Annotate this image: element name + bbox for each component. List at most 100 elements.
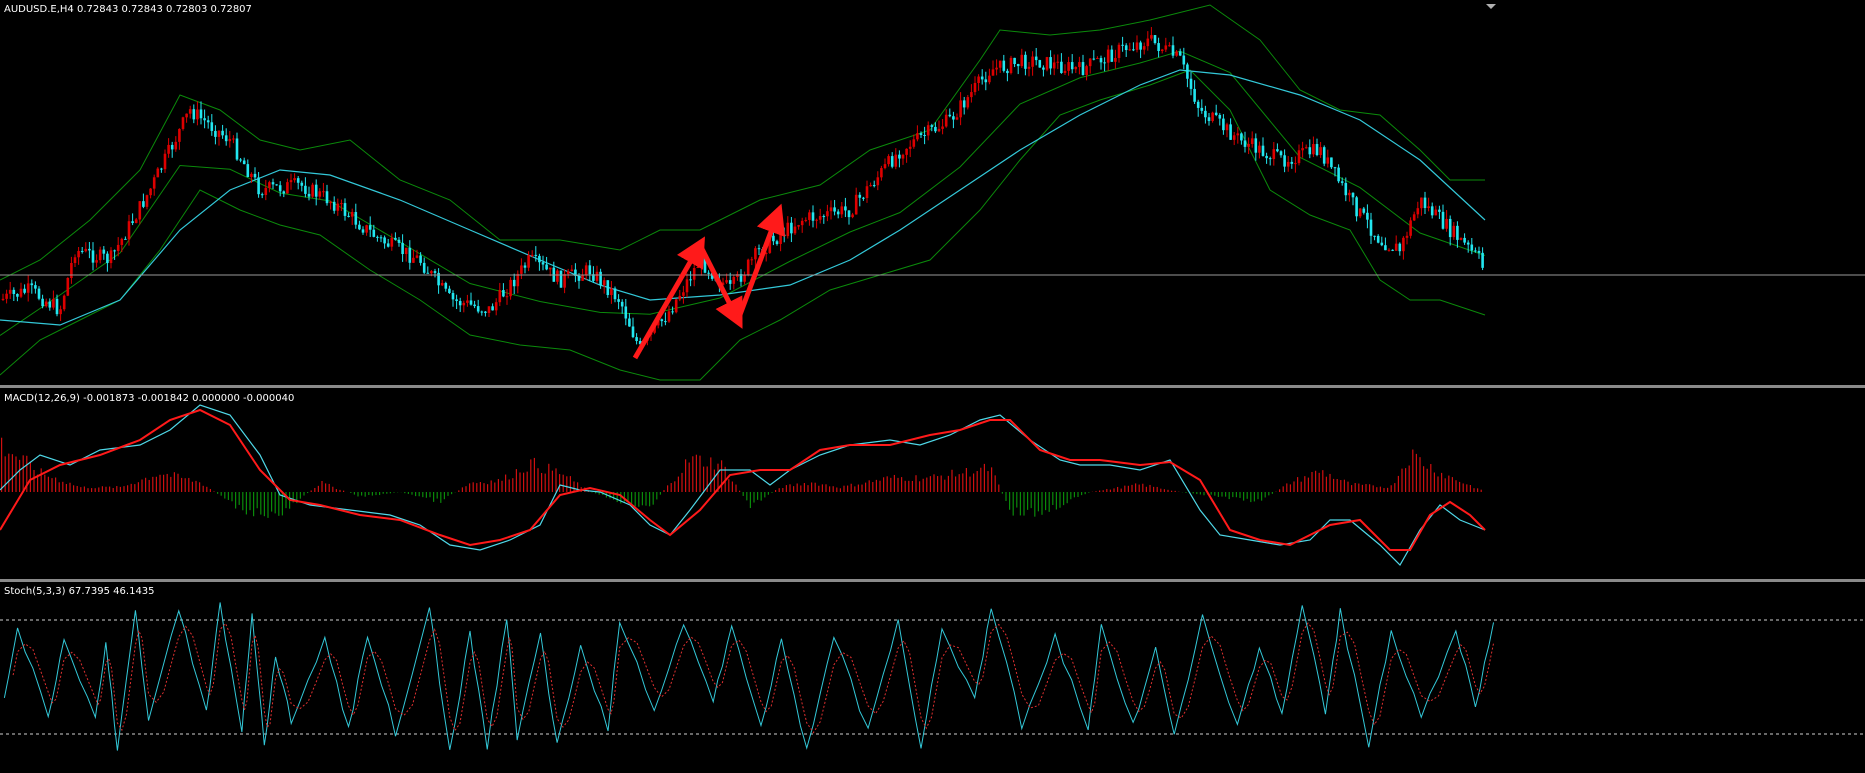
candle-body <box>1038 60 1042 68</box>
macd-signal-line <box>0 408 1486 551</box>
candle <box>386 238 390 248</box>
histogram-bar <box>26 455 28 492</box>
candle <box>455 294 458 310</box>
candle-body <box>1294 163 1297 165</box>
candle-body <box>1009 57 1013 74</box>
histogram-bar <box>76 485 78 492</box>
histogram-bar <box>109 486 111 492</box>
histogram-bar <box>1001 492 1003 494</box>
candle <box>1135 35 1139 53</box>
candle-body <box>862 197 865 199</box>
candle <box>268 180 271 193</box>
candle-body <box>433 271 437 273</box>
candle-body <box>214 130 217 137</box>
histogram-bar <box>285 492 287 509</box>
candle-body <box>602 280 606 286</box>
candle <box>1430 202 1434 219</box>
candle <box>1186 62 1189 88</box>
candlesticks[interactable] <box>1 27 1484 347</box>
candle-body <box>638 341 642 345</box>
candle <box>1157 37 1160 58</box>
candle-body <box>905 148 908 155</box>
candle <box>1344 177 1348 202</box>
histogram-bar <box>1365 484 1367 492</box>
histogram-bar <box>267 492 269 518</box>
candle <box>1193 80 1196 105</box>
candle-body <box>1456 225 1459 240</box>
histogram-bar <box>796 483 798 492</box>
histogram-bar <box>1455 480 1457 492</box>
candle-body <box>887 156 890 165</box>
candle-body <box>1204 110 1207 118</box>
candle <box>412 249 415 263</box>
histogram-bar <box>847 485 849 492</box>
candle <box>426 266 430 274</box>
candle-body <box>278 185 282 192</box>
candle-body <box>314 184 318 197</box>
candle-body <box>1060 61 1063 73</box>
candle-body <box>689 279 692 281</box>
candle <box>1056 54 1060 70</box>
histogram-bar <box>1235 492 1237 498</box>
candle <box>1272 141 1276 166</box>
candle-body <box>178 128 181 142</box>
candle-body <box>696 266 700 269</box>
candle <box>1049 50 1052 75</box>
candle <box>178 128 181 150</box>
candle-body <box>505 296 509 298</box>
candle <box>73 254 77 267</box>
candle-body <box>840 206 844 215</box>
zigzag-arrow-annotation[interactable] <box>632 203 786 360</box>
price-pane[interactable]: AUDUSD.E,H4 0.72843 0.72843 0.72803 0.72… <box>0 0 1865 385</box>
candle <box>1434 205 1438 216</box>
histogram-bar <box>91 488 93 492</box>
histogram-bar <box>976 470 978 492</box>
candle-body <box>1013 57 1016 65</box>
candle-body <box>948 114 952 117</box>
candle <box>95 254 98 268</box>
candle-body <box>1384 245 1387 251</box>
candle-body <box>919 133 923 136</box>
histogram-bar <box>746 492 748 501</box>
histogram-bar <box>274 492 276 514</box>
candle-body <box>559 270 563 288</box>
candle-body <box>88 248 91 251</box>
candle <box>1096 56 1099 60</box>
candle-body <box>376 236 379 238</box>
histogram-bar <box>206 486 208 492</box>
histogram-bar <box>875 479 877 492</box>
candle-body <box>833 207 836 212</box>
candle-body <box>1366 212 1369 220</box>
triangle-down-icon[interactable] <box>1486 4 1496 9</box>
histogram-bar <box>238 492 240 505</box>
histogram-bar <box>371 492 373 496</box>
candle <box>1016 63 1020 75</box>
candle <box>1265 152 1268 164</box>
histogram-bar <box>1153 486 1155 492</box>
candle-body <box>365 225 368 233</box>
candle <box>332 196 336 214</box>
histogram-bar <box>598 492 600 495</box>
stochastic-pane[interactable]: Stoch(5,3,3) 67.7395 46.1435 <box>0 586 1865 751</box>
candle-body <box>422 262 426 273</box>
histogram-bar <box>677 476 679 492</box>
candle <box>995 59 998 76</box>
macd-pane[interactable]: MACD(12,26,9) -0.001873 -0.001842 0.0000… <box>0 393 1486 566</box>
candle-body <box>1358 208 1362 217</box>
candle <box>318 188 322 200</box>
candle-body <box>408 247 412 263</box>
histogram-bar <box>811 482 813 492</box>
macd-pane-label: MACD(12,26,9) -0.001873 -0.001842 0.0000… <box>4 393 294 404</box>
candle-body <box>1074 66 1078 70</box>
histogram-bar <box>674 481 676 492</box>
histogram-bar <box>123 486 125 492</box>
candle-body <box>138 201 142 220</box>
histogram-bar <box>1307 477 1309 492</box>
candle-body <box>962 100 966 108</box>
candle-body <box>941 126 944 129</box>
candle <box>1006 68 1009 82</box>
candle-body <box>1297 150 1301 164</box>
candle-body <box>1380 242 1384 246</box>
candle <box>458 297 462 312</box>
